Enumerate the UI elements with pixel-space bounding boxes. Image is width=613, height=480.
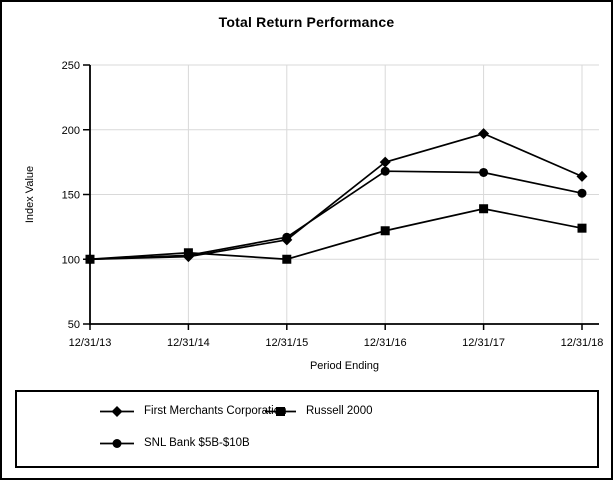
data-point-circle: [380, 166, 390, 176]
legend-item-russell-2000: Russell 2000: [265, 404, 372, 418]
legend-label-snl-bank: SNL Bank $5B-$10B: [144, 437, 250, 449]
data-point-diamond: [478, 128, 490, 140]
data-point-circle: [85, 254, 95, 264]
series-line-2: [89, 170, 583, 261]
x-tick-label: 12/31/18: [561, 337, 604, 349]
circle-marker-icon: [100, 438, 134, 448]
legend-item-snl-bank: SNL Bank $5B-$10B: [100, 436, 250, 450]
x-tick-label: 12/31/13: [69, 337, 112, 349]
data-point-square: [479, 204, 489, 214]
x-tick-label: 12/31/14: [167, 337, 210, 349]
total-return-line-chart: 50 100 150 200 250 12/31/13 12/31/14 12/31/15 12…: [24, 60, 604, 372]
data-point-circle: [577, 188, 587, 198]
diamond-marker-icon: [100, 405, 134, 417]
x-axis-title: Period Ending: [310, 360, 379, 372]
data-point-square: [380, 226, 390, 236]
y-tick-label: 200: [62, 125, 80, 137]
legend-label-russell-2000: Russell 2000: [306, 405, 373, 417]
square-marker-icon: [265, 406, 296, 416]
data-point-circle: [183, 250, 193, 260]
data-point-circle: [479, 167, 489, 177]
data-point-square: [282, 254, 292, 264]
x-tick-label: 12/31/17: [462, 337, 505, 349]
legend-label-first-merchants: First Merchants Corporation: [144, 405, 287, 417]
x-tick-label: 12/31/16: [364, 337, 407, 349]
data-point-diamond: [576, 170, 588, 182]
y-tick-label: 150: [62, 190, 80, 202]
data-point-circle: [282, 232, 292, 242]
x-tick-label: 12/31/15: [265, 337, 308, 349]
y-tick-label: 50: [68, 319, 80, 331]
series-line-1: [89, 207, 583, 261]
chart-legend: First Merchants Corporation Russell 2000…: [15, 390, 599, 468]
data-point-square: [577, 223, 587, 233]
y-tick-label: 250: [62, 60, 80, 72]
chart-title: Total Return Performance: [218, 14, 395, 30]
series-line-0: [89, 132, 583, 261]
y-tick-label: 100: [62, 254, 80, 266]
data-point-diamond: [379, 156, 391, 168]
y-axis-title: Index Value: [24, 166, 36, 223]
legend-item-first-merchants: First Merchants Corporation: [100, 404, 287, 418]
